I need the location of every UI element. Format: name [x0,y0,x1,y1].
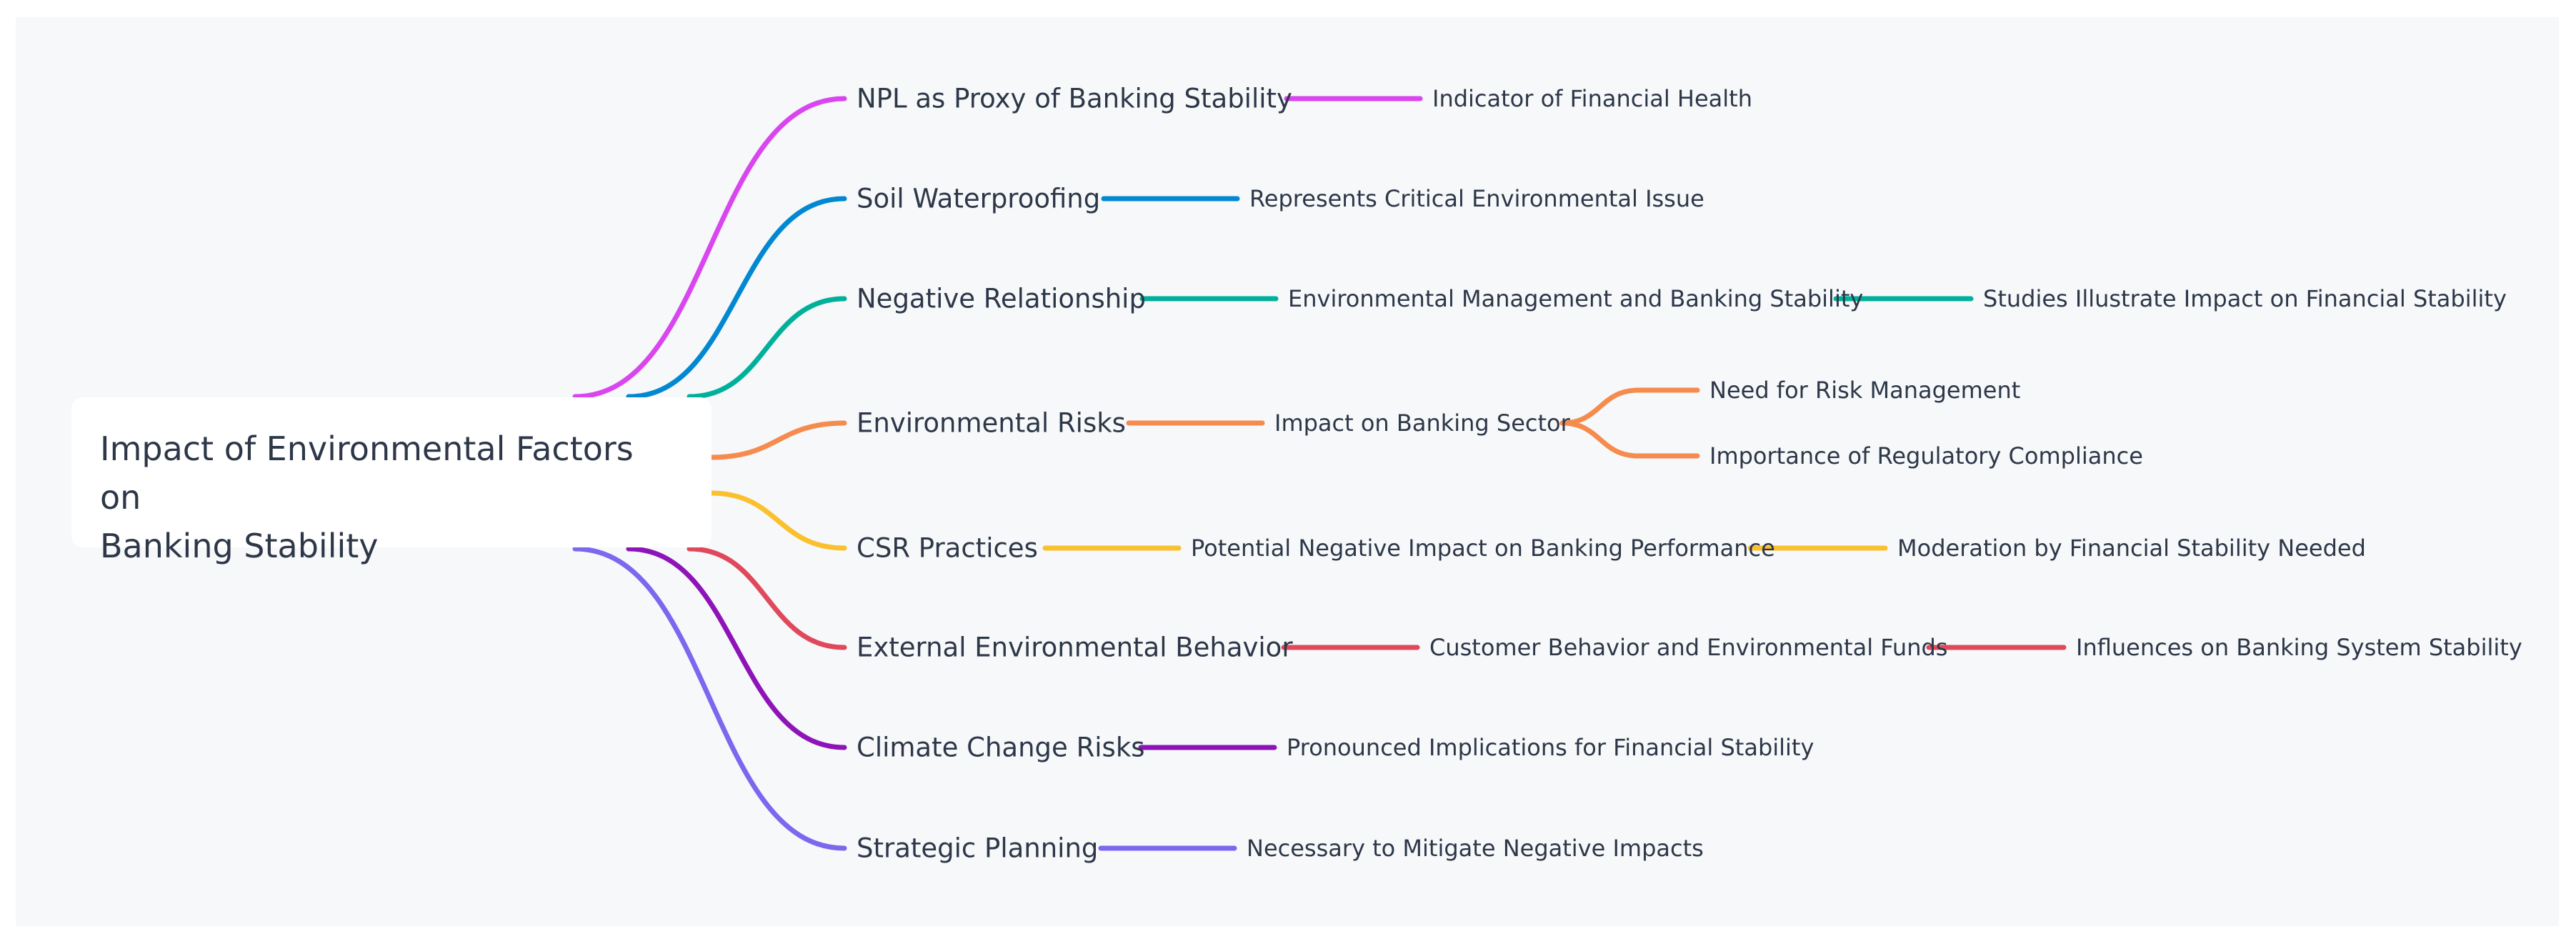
connector-root-branch-5 [687,546,847,650]
node-negative-impact-banking-performance[interactable]: Potential Negative Impact on Banking Per… [1191,535,1775,562]
connector-root-branch-1 [626,196,847,399]
branch-external-environmental-behavior[interactable]: External Environmental Behavior [857,632,1293,663]
node-regulatory-compliance[interactable]: Importance of Regulatory Compliance [1709,442,2143,469]
branch-csr-practices[interactable]: CSR Practices [857,532,1038,564]
node-influences-banking-system[interactable]: Influences on Banking System Stability [2076,634,2522,661]
branch-strategic-planning[interactable]: Strategic Planning [857,833,1099,864]
branch-soil-waterproofing[interactable]: Soil Waterproofing [857,183,1101,214]
branch-climate-change-risks[interactable]: Climate Change Risks [857,732,1145,763]
node-critical-environmental-issue[interactable]: Represents Critical Environmental Issue [1249,185,1704,212]
node-moderation-financial-stability[interactable]: Moderation by Financial Stability Needed [1897,535,2366,562]
connector-fork-regulatory-compliance [1559,420,1700,459]
connector-root-branch-4 [709,490,847,551]
node-pronounced-implications[interactable]: Pronounced Implications for Financial St… [1287,734,1814,761]
root-node[interactable]: Impact of Environmental Factors on Banki… [71,397,712,565]
root-title-line-2: Banking Stability [100,527,379,565]
branch-environmental-risks[interactable]: Environmental Risks [857,407,1126,439]
node-studies-illustrate-impact[interactable]: Studies Illustrate Impact on Financial S… [1983,285,2507,312]
branch-negative-relationship[interactable]: Negative Relationship [857,283,1146,314]
connector-root-branch-3 [709,420,847,460]
root-title-line-1: Impact of Environmental Factors on [100,429,634,517]
node-environmental-management[interactable]: Environmental Management and Banking Sta… [1288,285,1864,312]
connector-fork-need-risk-management [1559,387,1700,426]
node-need-risk-management[interactable]: Need for Risk Management [1709,377,2021,404]
connector-root-branch-6 [626,546,847,750]
connector-root-branch-7 [572,546,847,851]
node-customer-behavior-funds[interactable]: Customer Behavior and Environmental Fund… [1429,634,1948,661]
connector-root-branch-2 [687,296,847,399]
node-indicator-financial-health[interactable]: Indicator of Financial Health [1432,85,1752,112]
node-impact-banking-sector[interactable]: Impact on Banking Sector [1274,409,1570,437]
branch-npl-proxy[interactable]: NPL as Proxy of Banking Stability [857,83,1292,114]
connector-root-branch-0 [572,96,847,399]
node-mitigate-negative-impacts[interactable]: Necessary to Mitigate Negative Impacts [1247,835,1704,862]
